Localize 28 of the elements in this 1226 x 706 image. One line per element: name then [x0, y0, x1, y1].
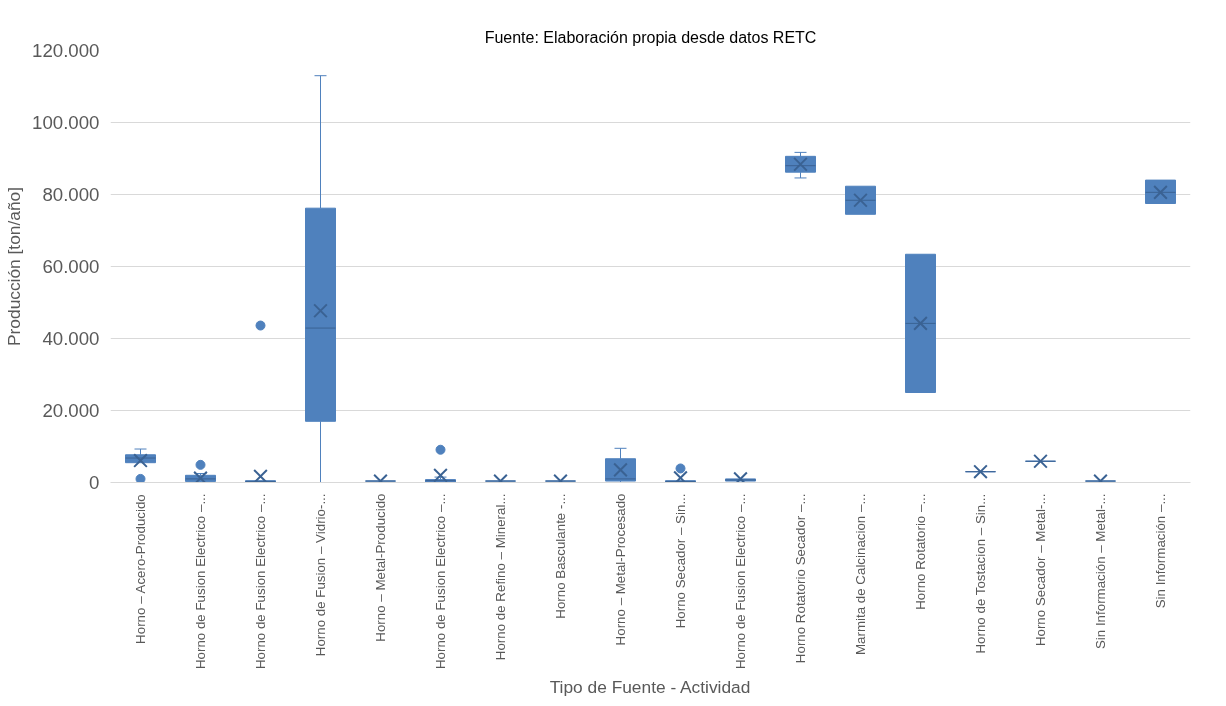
x-tick-label: Horno de Fusion Electrico –...	[253, 493, 268, 670]
y-tick-label: 40.000	[42, 328, 100, 349]
x-tick-label: Horno – Acero-Producido	[133, 494, 148, 644]
x-tick-label: Horno – Metal-Producido	[373, 493, 388, 642]
y-tick-label: 20.000	[42, 400, 100, 421]
x-tick-label: Horno Secador – Metal-...	[1033, 493, 1048, 647]
x-tick-label: Horno Secador – Sin...	[673, 493, 688, 629]
x-tick-label: Horno de Fusion – Vidrio-...	[313, 493, 328, 657]
x-tick-label: Sin Información –...	[1153, 493, 1168, 609]
y-tick-label: 120.000	[32, 40, 100, 61]
source-note: Fuente: Elaboración propia desde datos RETC	[484, 28, 817, 46]
x-tick-label: Horno de Fusion Electrico –...	[193, 493, 208, 670]
y-axis-title: Producción [ton/año]	[4, 187, 25, 346]
y-tick-label: 80.000	[42, 184, 100, 205]
x-tick-label: Horno de Fusion Electrico –...	[733, 493, 748, 670]
x-tick-label: Marmita de Calcinacion –...	[853, 493, 868, 655]
x-tick-label: Horno – Metal-Procesado	[613, 493, 628, 646]
x-tick-label: Horno Basculante -...	[553, 493, 568, 619]
y-tick-label: 0	[89, 472, 100, 493]
x-tick-label: Horno Rotatorio Secador –...	[793, 493, 808, 664]
y-tick-label: 60.000	[42, 256, 100, 277]
x-tick-label: Horno de Refino – Mineral...	[493, 493, 508, 661]
x-tick-label: Horno de Fusion Electrico –...	[433, 493, 448, 670]
x-tick-label: Horno Rotatorio –...	[913, 493, 928, 610]
x-axis-title: Tipo de Fuente - Actividad	[549, 677, 751, 698]
x-tick-label: Horno de Tostacion – Sin...	[973, 493, 988, 654]
x-tick-label: Sin Información – Metal-...	[1093, 493, 1108, 650]
y-tick-label: 100.000	[32, 112, 100, 133]
